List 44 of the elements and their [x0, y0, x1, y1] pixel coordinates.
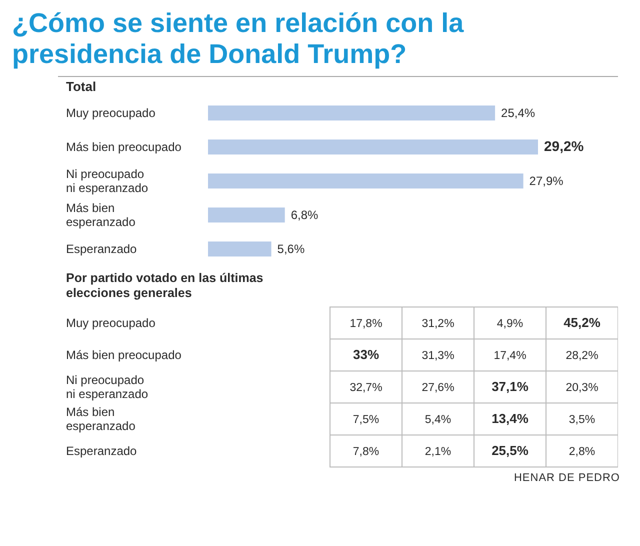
- data-label: 6,8%: [290, 208, 319, 222]
- chart-title: ¿Cómo se siente en relación con la presidencia de Donald Trump?: [12, 8, 465, 70]
- data-label: 37,1%: [492, 379, 529, 394]
- y-tick-label: Más bien preocupado: [66, 140, 182, 154]
- data-label: 29,2%: [544, 138, 584, 154]
- y-tick-label: Muy preocupado: [66, 106, 156, 120]
- text: HENAR DE PEDRO: [512, 472, 620, 484]
- data-label: 32,7%: [350, 382, 382, 394]
- data-label: 13,4%: [492, 411, 529, 426]
- y-tick-label: Ni preocupado ni esperanzado: [66, 167, 148, 195]
- data-label: 25,5%: [492, 443, 529, 458]
- data-label: 20,3%: [566, 382, 598, 394]
- y-tick-label: Más bien esperanzado: [66, 201, 136, 229]
- data-label: 4,9%: [496, 318, 524, 330]
- data-label: 28,2%: [566, 350, 598, 362]
- y-tick-label: Esperanzado: [66, 444, 138, 458]
- bar: [208, 140, 538, 155]
- bar: [208, 242, 272, 257]
- data-label: 7,8%: [352, 446, 380, 458]
- data-label: 27,9%: [529, 174, 564, 188]
- data-label: 3,5%: [568, 414, 596, 426]
- bar: [208, 208, 285, 223]
- data-label: 17,8%: [350, 318, 382, 330]
- y-tick-label: Muy preocupado: [66, 316, 156, 330]
- data-label: 45,2%: [564, 315, 601, 330]
- data-label: 2,8%: [568, 446, 596, 458]
- text: Por partido votado en las últimas elecciones generales: [65, 271, 264, 301]
- data-label: 33%: [352, 347, 380, 362]
- data-label: 7,5%: [352, 414, 380, 426]
- data-label: 5,4%: [424, 414, 452, 426]
- y-tick-label: Más bien preocupado: [66, 348, 182, 362]
- data-label: 31,3%: [422, 350, 454, 362]
- data-label: 27,6%: [422, 382, 454, 394]
- data-label: 25,4%: [501, 106, 536, 120]
- y-tick-label: Más bien esperanzado: [66, 405, 136, 433]
- text: Total: [65, 78, 98, 96]
- data-label: 5,6%: [277, 242, 305, 256]
- y-tick-label: Ni preocupado ni esperanzado: [66, 373, 148, 401]
- data-label: 31,2%: [422, 318, 454, 330]
- data-label: 17,4%: [494, 350, 526, 362]
- data-label: 2,1%: [424, 446, 452, 458]
- y-tick-label: Esperanzado: [66, 242, 138, 256]
- bar: [208, 174, 524, 189]
- bar: [208, 106, 496, 121]
